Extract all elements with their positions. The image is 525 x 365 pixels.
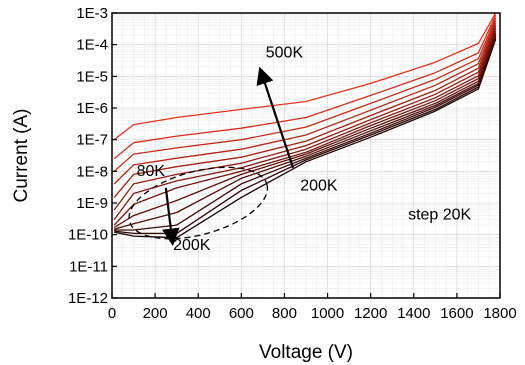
series-line — [114, 37, 497, 235]
x-tick-label: 0 — [108, 305, 116, 322]
series-line — [113, 22, 497, 198]
series-line — [113, 30, 497, 226]
y-tick-label: 1E-9 — [76, 195, 108, 212]
y-tick-label: 1E-5 — [76, 68, 108, 85]
x-axis-title: Voltage (V) — [259, 342, 353, 363]
annotation-label: step 20K — [408, 207, 471, 224]
series-line — [113, 32, 497, 228]
x-tick-label: 1000 — [311, 305, 344, 322]
x-tick-label: 1200 — [354, 305, 387, 322]
annotation-label: 80K — [137, 163, 166, 180]
series-line — [113, 27, 497, 220]
x-tick-label: 1800 — [483, 305, 516, 322]
y-tick-label: 1E-6 — [76, 100, 108, 117]
grid — [111, 13, 501, 299]
series-line — [113, 25, 497, 211]
x-tick-label: 200 — [143, 305, 168, 322]
series-line — [113, 20, 497, 185]
annotation-label: 200K — [173, 237, 211, 254]
series-line — [114, 34, 497, 230]
annotation-label: 500K — [266, 44, 304, 61]
x-tick-label: 800 — [272, 305, 297, 322]
y-tick-label: 1E-3 — [76, 5, 108, 22]
plot-frame — [111, 12, 501, 299]
annotation-label: 200K — [300, 177, 338, 194]
y-tick-label: 1E-11 — [69, 258, 108, 275]
x-tick-label: 1400 — [397, 305, 430, 322]
series-layer — [113, 12, 497, 239]
x-tick-label: 600 — [229, 305, 254, 322]
series-line — [114, 35, 497, 231]
y-axis-title: Current (A) — [11, 109, 32, 203]
highlight-ellipse — [128, 166, 269, 240]
x-tick-label: 400 — [186, 305, 211, 322]
tick-labels: 0 200 400 600 800 1000 1200 1400 1600 1800 1E-12 1E… — [68, 5, 517, 322]
arrow — [162, 187, 180, 247]
arrow — [256, 66, 295, 169]
arrows — [162, 66, 295, 247]
y-tick-label: 1E-10 — [68, 227, 108, 244]
y-tick-label: 1E-4 — [76, 37, 108, 54]
series-line — [113, 17, 497, 172]
annotations: 500K 200K 80K 200K step 20K — [137, 44, 472, 254]
ticks — [111, 12, 501, 299]
series-line — [113, 14, 497, 160]
ellipse-layer — [128, 166, 269, 240]
y-tick-label: 1E-8 — [76, 163, 108, 180]
x-tick-label: 1600 — [440, 305, 473, 322]
series-line — [113, 12, 497, 141]
y-tick-label: 1E-7 — [76, 132, 108, 149]
y-tick-label: 1E-12 — [68, 290, 108, 307]
